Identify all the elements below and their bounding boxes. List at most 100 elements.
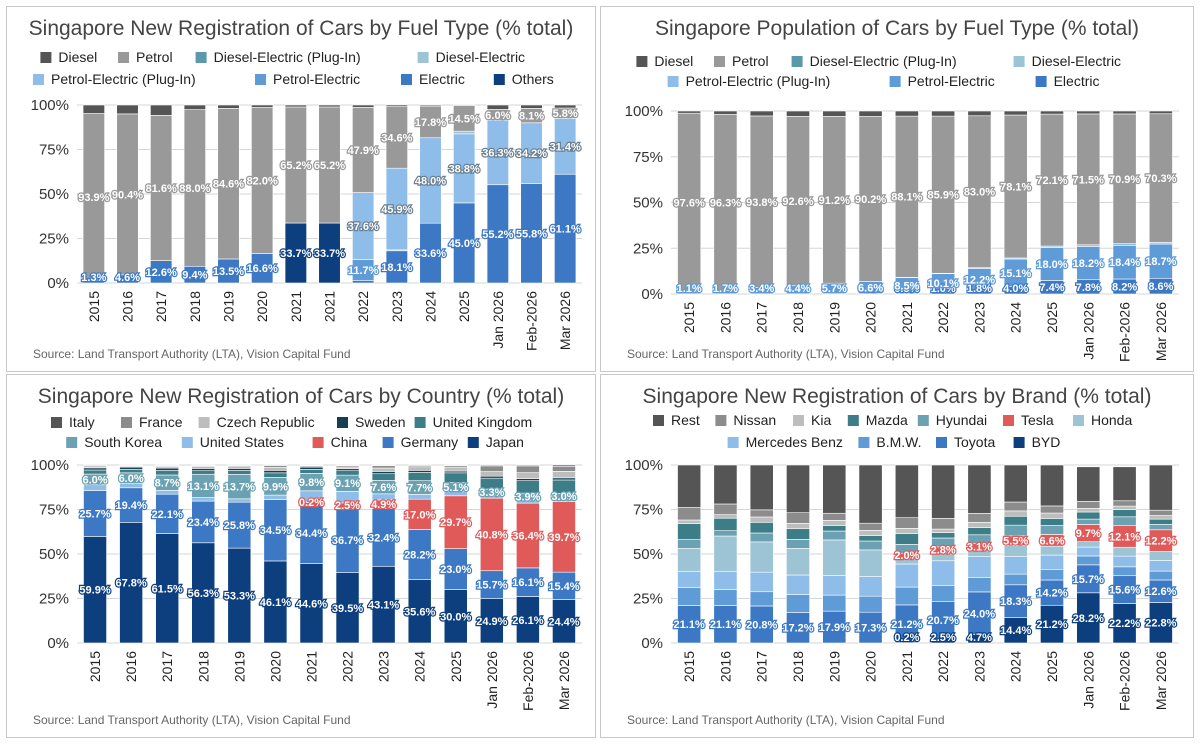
x-tick-label: Mar 2026	[1153, 651, 1169, 710]
bar-segment-united-states	[155, 490, 180, 495]
bar-segment-mercedes-benz	[677, 571, 702, 588]
legend-label-petrol-electric: Petrol-Electric	[273, 71, 360, 87]
bar-segment-mercedes-benz	[1003, 556, 1028, 575]
bar-segment-hyundai	[1076, 518, 1101, 525]
x-tick-label: 2025	[448, 651, 464, 682]
chart-title: Singapore New Registration of Cars by Co…	[37, 385, 565, 408]
data-label: 1.7%	[713, 283, 738, 295]
bar-segment-czech-republic	[552, 471, 576, 479]
bar-segment-hyundai	[858, 540, 883, 551]
bar-segment-czech-republic	[407, 466, 432, 471]
bar-segment-nissan	[749, 509, 774, 518]
bar-segment-sweden	[299, 466, 324, 470]
legend-label-diesel-electric: Diesel-Electric	[436, 49, 525, 65]
bar-segment-france	[516, 465, 540, 473]
x-tick-label: Feb-2026	[520, 651, 536, 711]
legend-label-china: China	[331, 434, 368, 450]
bar-segment-rest	[1003, 464, 1028, 503]
bar-segment-b-m-w	[749, 591, 774, 607]
bar-segment-rest	[931, 464, 956, 519]
legend-swatch-mazda	[847, 415, 859, 426]
bar-segment-united-kingdom	[371, 473, 396, 481]
legend-swatch-sweden	[337, 417, 348, 428]
data-label: 18.7%	[1145, 256, 1176, 268]
data-label: 81.6%	[146, 183, 177, 195]
x-tick-label: 2022	[355, 291, 371, 322]
data-label: 22.1%	[152, 509, 183, 521]
x-tick-label: Feb-2026	[1117, 302, 1133, 362]
bar-segment-honda	[749, 541, 774, 573]
x-tick-label: 2019	[826, 302, 842, 333]
legend-label-united-kingdom: United Kingdom	[433, 414, 533, 430]
chart-title: Singapore New Registration of Cars by Fu…	[28, 17, 574, 40]
data-label: 15.6%	[1109, 585, 1140, 597]
stacked-bar-chart: 0% 25% 50% 75% 100% 2015 2016 2017 2018 2019 2020 2…	[625, 53, 1179, 362]
data-label: 17.0%	[404, 509, 435, 521]
x-tick-label: 2016	[120, 291, 136, 322]
data-label: 4.4%	[785, 283, 810, 295]
data-label: 17.2%	[782, 623, 813, 635]
bar-segment-diesel	[554, 104, 577, 109]
bar-segment-kia	[1148, 515, 1173, 520]
bar-segment-rest	[858, 464, 883, 524]
bar-segment-mazda	[749, 522, 774, 534]
data-label: 36.4%	[512, 530, 543, 542]
data-label: 9.9%	[263, 481, 288, 493]
bar-segment-sweden	[83, 467, 107, 471]
data-label: 92.6%	[782, 196, 813, 208]
data-label: 21.2%	[1036, 619, 1067, 631]
x-tick-label: 2023	[971, 651, 987, 682]
data-label: 14.2%	[1036, 588, 1067, 600]
bar-segment-italy	[516, 464, 540, 467]
legend-swatch-petrol	[714, 56, 725, 67]
bar-segment-kia	[677, 519, 702, 524]
bar-segment-united-kingdom	[299, 469, 324, 474]
bar-segment-mercedes-benz	[749, 571, 774, 593]
x-tick-label: 2020	[267, 651, 283, 682]
bar-segment-mazda	[1040, 518, 1064, 526]
data-label: 16.1%	[512, 577, 543, 589]
bar-segment-rest	[822, 464, 847, 514]
bar-segment-kia	[858, 530, 883, 536]
data-label: 21.2%	[891, 619, 922, 631]
data-label: 23.0%	[440, 564, 471, 576]
legend-label-france: France	[139, 414, 183, 430]
data-label: 93.9%	[78, 192, 109, 204]
x-tick-label: 2016	[717, 302, 733, 333]
bar-segment-diesel	[217, 104, 240, 109]
x-tick-label: 2023	[376, 651, 392, 682]
bar-segment-b-m-w	[1076, 555, 1101, 566]
x-tick-label: 2021	[899, 651, 915, 682]
data-label: 20.7%	[928, 615, 959, 627]
data-label: 2.0%	[894, 550, 919, 562]
bar-segment-diesel	[822, 110, 847, 117]
bar-segment-diesel	[786, 110, 810, 117]
bar-segment-mazda	[822, 525, 847, 532]
data-label: 6.0%	[119, 473, 144, 485]
bar-segment-kia	[1112, 505, 1137, 510]
bar-segment-b-m-w	[931, 585, 956, 603]
data-label: 21.1%	[674, 619, 705, 631]
bar-segment-italy	[443, 464, 468, 466]
bar-segment-hyundai	[677, 539, 702, 549]
data-label: 43.1%	[368, 600, 399, 612]
bar-segment-kia	[894, 528, 919, 535]
y-tick-label: 100%	[31, 457, 69, 474]
data-label: 5.5%	[1003, 536, 1028, 548]
bar-segment-mercedes-benz	[931, 560, 956, 586]
x-tick-label: 2022	[340, 651, 356, 682]
legend-swatch-diesel-electric-plug-in	[195, 52, 207, 63]
legend-swatch-czech-republic	[198, 417, 210, 428]
data-label: 26.1%	[512, 615, 543, 627]
bar-segment-mercedes-benz	[786, 574, 810, 595]
bar-segment-nissan	[786, 512, 810, 524]
legend-swatch-hyundai	[917, 415, 929, 426]
data-label: 13.1%	[188, 481, 219, 493]
data-label: 4.6%	[115, 272, 140, 284]
bar-segment-b-m-w	[894, 586, 919, 606]
x-tick-label: 2018	[187, 291, 203, 322]
data-label: 61.1%	[550, 224, 581, 236]
bar-segment-mercedes-benz	[1040, 554, 1064, 570]
bar-segment-hyundai	[822, 530, 847, 541]
bar-segment-diesel	[284, 104, 307, 108]
